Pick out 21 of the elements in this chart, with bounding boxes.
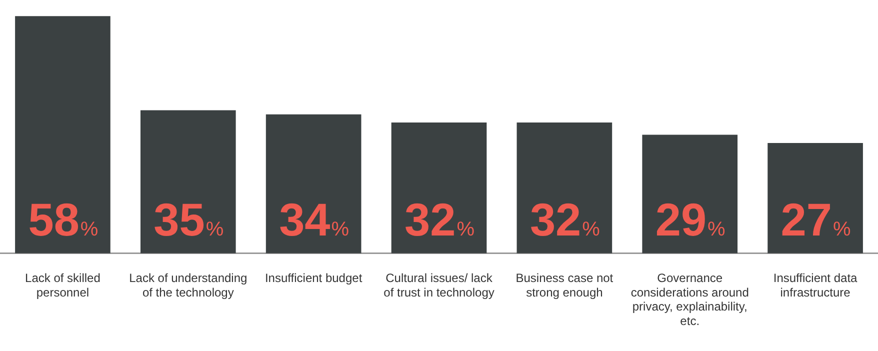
bar [391, 122, 487, 254]
data-label: 58% [28, 193, 98, 246]
x-tick-label: Governance considerations around privacy, explainability, etc. [630, 270, 749, 328]
data-label: 29% [655, 193, 726, 246]
bar [140, 110, 236, 254]
bar [516, 122, 612, 254]
bar [642, 134, 738, 254]
data-label: 32% [530, 193, 600, 246]
data-label: 32% [404, 193, 475, 246]
data-label: 34% [279, 193, 350, 246]
x-tick-label: Insufficient budget [264, 270, 363, 285]
x-tick-label: Business case not strong enough [516, 270, 614, 300]
x-tick-label: Cultural issues/ lack of trust in technology [384, 270, 494, 300]
x-tick-label: Lack of skilled personnel [25, 270, 100, 300]
data-label: 27% [780, 193, 851, 246]
bar [768, 142, 863, 254]
bar [266, 114, 362, 254]
x-tick-label: Lack of understanding of the technology [129, 270, 248, 300]
bar [15, 16, 110, 254]
data-label: 35% [154, 193, 224, 246]
x-tick-label: Insufficient data infrastructure [773, 270, 858, 300]
